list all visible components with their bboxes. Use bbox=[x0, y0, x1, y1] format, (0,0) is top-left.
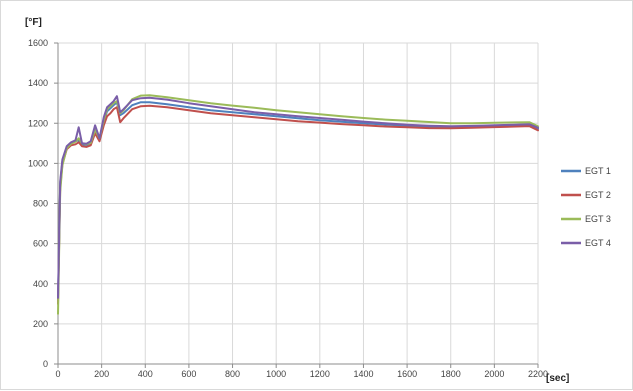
x-tick-label: 1800 bbox=[441, 369, 461, 379]
axes: 0 200 400 600 800 1000 1200 1400 1600 1800 2000 220… bbox=[28, 38, 548, 379]
series-lines bbox=[57, 94, 539, 315]
y-tick-label: 1000 bbox=[28, 158, 48, 168]
x-tick-label: 400 bbox=[138, 369, 153, 379]
x-tick-label: 1400 bbox=[353, 369, 373, 379]
legend-label-4: EGT 4 bbox=[585, 238, 611, 248]
y-axis-label: [°F] bbox=[25, 17, 42, 28]
y-tick-label: 1400 bbox=[28, 78, 48, 88]
x-tick-label: 2000 bbox=[484, 369, 504, 379]
series-line-2 bbox=[57, 104, 539, 305]
y-tick-label: 1600 bbox=[28, 38, 48, 48]
y-tick-label: 600 bbox=[33, 239, 48, 249]
y-tick-label: 800 bbox=[33, 199, 48, 209]
y-tick-label: 400 bbox=[33, 279, 48, 289]
x-axis-label: [sec] bbox=[546, 373, 569, 384]
grid bbox=[57, 42, 539, 365]
y-tick-label: 200 bbox=[33, 319, 48, 329]
series-line-1 bbox=[57, 101, 539, 301]
x-tick-label: 1600 bbox=[397, 369, 417, 379]
legend-label-3: EGT 3 bbox=[585, 214, 611, 224]
legend-label-2: EGT 2 bbox=[585, 190, 611, 200]
x-tick-label: 0 bbox=[55, 369, 60, 379]
x-tick-label: 600 bbox=[181, 369, 196, 379]
x-tick-label: 1000 bbox=[266, 369, 286, 379]
x-tick-label: 1200 bbox=[310, 369, 330, 379]
legend-label-1: EGT 1 bbox=[585, 166, 611, 176]
y-tick-label: 1200 bbox=[28, 118, 48, 128]
y-tick-label: 0 bbox=[43, 359, 48, 369]
x-tick-label: 800 bbox=[225, 369, 240, 379]
legend: EGT 1 EGT 2 EGT 3 EGT 4 bbox=[561, 166, 611, 248]
x-tick-label: 2200 bbox=[528, 369, 548, 379]
x-tick-label: 200 bbox=[94, 369, 109, 379]
series-line-4 bbox=[57, 95, 539, 299]
